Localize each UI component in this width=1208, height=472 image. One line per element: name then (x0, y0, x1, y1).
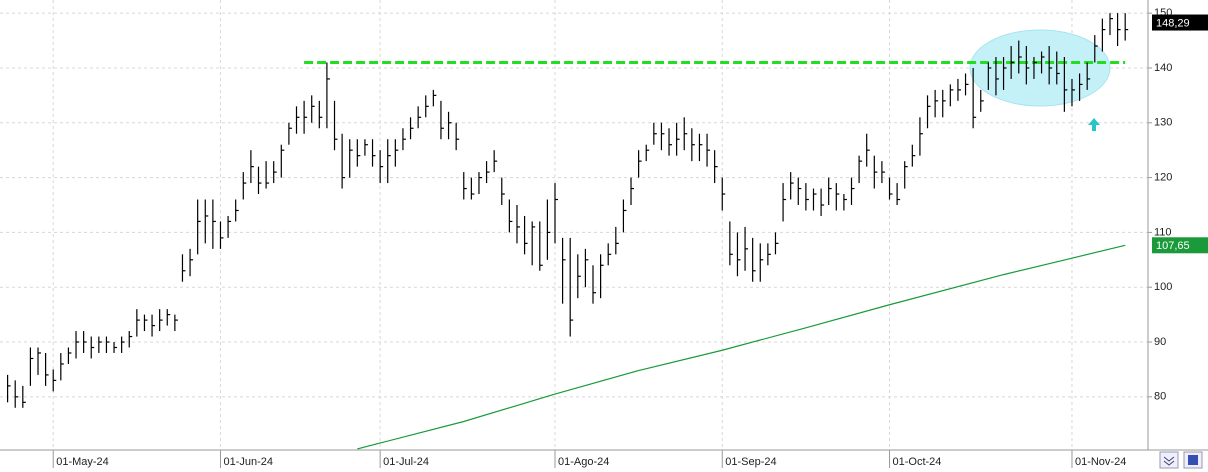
y-tick-label: 90 (1154, 336, 1166, 348)
x-tick-label: 01-Sep-24 (725, 456, 776, 468)
price-tag-label: 107,65 (1156, 240, 1190, 252)
x-tick-label: 01-Jul-24 (383, 456, 429, 468)
y-tick-label: 140 (1154, 62, 1172, 74)
price-tag (1152, 237, 1208, 254)
save-icon (1188, 455, 1198, 465)
x-tick-label: 01-Nov-24 (1075, 456, 1126, 468)
collapse-icon (1163, 456, 1175, 466)
up-arrow (1088, 118, 1100, 131)
x-tick-label: 01-Ago-24 (558, 456, 609, 468)
x-tick-label: 01-May-24 (56, 456, 109, 468)
highlight-ellipse (969, 29, 1111, 107)
collapse-button[interactable] (1159, 451, 1179, 469)
y-tick-label: 110 (1154, 226, 1172, 238)
y-tick-label: 130 (1154, 117, 1172, 129)
y-tick-label: 100 (1154, 281, 1172, 293)
y-tick-label: 120 (1154, 171, 1172, 183)
plot (7, 13, 1129, 450)
y-tick-label: 80 (1154, 391, 1166, 403)
moving-average-line (357, 244, 1126, 450)
x-tick-label: 01-Oct-24 (893, 456, 942, 468)
price-tag-label: 148,29 (1156, 17, 1190, 29)
x-tick-label: 01-Jun-24 (223, 456, 273, 468)
price-tag (1152, 14, 1208, 31)
